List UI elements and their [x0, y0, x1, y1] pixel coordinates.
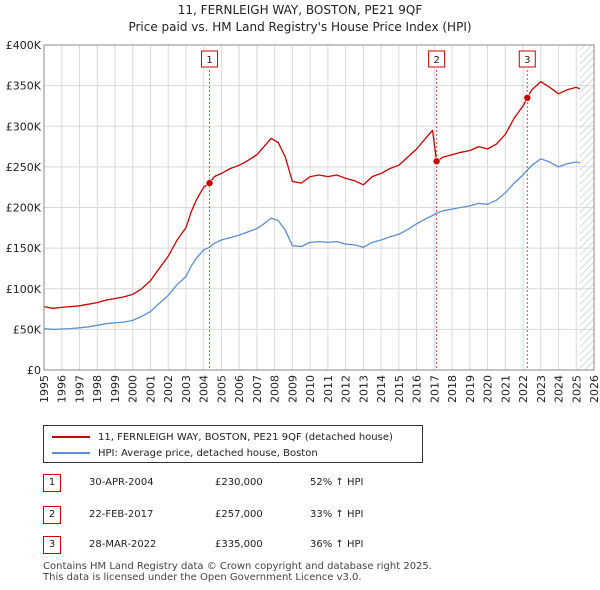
x-tick-label: 2026 — [588, 375, 600, 403]
x-tick-label: 2014 — [375, 375, 388, 403]
x-tick-label: 2019 — [464, 375, 477, 403]
legend-item-property: 11, FERNLEIGH WAY, BOSTON, PE21 9QF (det… — [52, 430, 393, 444]
transaction-hpi: 52% ↑ HPI — [310, 477, 364, 488]
footer-copyright: Contains HM Land Registry data © Crown c… — [43, 561, 432, 572]
x-tick-label: 2018 — [446, 375, 459, 403]
sale-point — [205, 179, 214, 187]
x-tick-label: 2002 — [162, 375, 175, 403]
y-tick-label: £250K — [6, 161, 42, 174]
legend-label-property: 11, FERNLEIGH WAY, BOSTON, PE21 9QF (det… — [98, 431, 393, 443]
chart-legend: 11, FERNLEIGH WAY, BOSTON, PE21 9QF (det… — [43, 425, 423, 463]
x-tick-label: 2021 — [499, 375, 512, 403]
transaction-date: 28-MAR-2022 — [89, 539, 157, 550]
y-tick-label: £150K — [6, 242, 42, 255]
x-tick-label: 1996 — [56, 375, 69, 403]
x-tick-label: 2015 — [393, 375, 406, 403]
forecast-hatch — [579, 45, 594, 370]
transaction-hpi: 36% ↑ HPI — [310, 539, 364, 550]
chart-subtitle: Price paid vs. HM Land Registry's House … — [128, 20, 472, 34]
y-tick-label: £300K — [6, 120, 42, 133]
chart-title: 11, FERNLEIGH WAY, BOSTON, PE21 9QF — [177, 3, 423, 17]
series-line-property — [43, 80, 581, 309]
x-tick-label: 2006 — [233, 375, 246, 403]
x-tick-label: 2012 — [340, 375, 353, 403]
transaction-date: 22-FEB-2017 — [89, 509, 154, 520]
x-tick-label: 2008 — [269, 375, 282, 403]
legend-swatch-hpi — [52, 452, 90, 454]
x-tick-label: 2009 — [286, 375, 299, 403]
y-tick-label: £400K — [6, 39, 42, 52]
x-tick-label: 2024 — [553, 375, 566, 403]
transaction-price: £230,000 — [215, 477, 263, 488]
transaction-badge: 2 — [43, 506, 61, 524]
x-tick-label: 2000 — [127, 375, 140, 403]
plot-frame — [43, 44, 595, 371]
legend-item-hpi: HPI: Average price, detached house, Bost… — [52, 446, 318, 460]
x-tick-label: 1999 — [109, 375, 122, 403]
x-tick-label: 2004 — [198, 375, 211, 403]
x-tick-label: 2010 — [304, 375, 317, 403]
x-tick-label: 2025 — [570, 375, 583, 403]
transaction-date: 30-APR-2004 — [89, 477, 154, 488]
y-tick-label: £350K — [6, 80, 42, 93]
x-tick-label: 2003 — [180, 375, 193, 403]
x-tick-label: 2020 — [482, 375, 495, 403]
sale-marker-box — [518, 50, 536, 68]
x-tick-label: 1997 — [73, 375, 86, 403]
transaction-price: £257,000 — [215, 509, 263, 520]
transaction-hpi: 33% ↑ HPI — [310, 509, 364, 520]
x-tick-label: 2016 — [411, 375, 424, 403]
x-tick-label: 2017 — [428, 375, 441, 403]
legend-swatch-property — [52, 436, 90, 438]
transaction-price: £335,000 — [215, 539, 263, 550]
sale-marker-number: 1 — [206, 55, 212, 66]
sale-marker-number: 2 — [433, 55, 439, 66]
sale-point — [432, 157, 441, 165]
x-tick-label: 2013 — [357, 375, 370, 403]
y-tick-label: £200K — [6, 202, 42, 215]
sale-marker-box — [201, 50, 219, 68]
y-tick-label: £100K — [6, 283, 42, 296]
x-tick-label: 2011 — [322, 375, 335, 403]
x-tick-label: 1998 — [91, 375, 104, 403]
y-tick-label: £0 — [27, 364, 41, 377]
price-chart: 1 2 3 £0 £50K £100K £150K £200K £250K £300K £350K… — [6, 39, 600, 403]
x-tick-label: 1995 — [38, 375, 51, 403]
x-tick-label: 2005 — [215, 375, 228, 403]
footer-licence: This data is licensed under the Open Gov… — [43, 572, 362, 583]
y-tick-label: £50K — [13, 323, 42, 336]
x-tick-label: 2023 — [535, 375, 548, 403]
sale-marker-number: 3 — [524, 55, 530, 66]
x-tick-label: 2007 — [251, 375, 264, 403]
sale-marker-box — [428, 50, 446, 68]
x-tick-label: 2022 — [517, 375, 530, 403]
transaction-badge: 1 — [43, 474, 61, 492]
sale-point — [523, 94, 532, 102]
transaction-badge: 3 — [43, 536, 61, 554]
legend-label-hpi: HPI: Average price, detached house, Bost… — [98, 447, 318, 459]
x-tick-label: 2001 — [144, 375, 157, 403]
series-line-hpi — [43, 158, 580, 331]
